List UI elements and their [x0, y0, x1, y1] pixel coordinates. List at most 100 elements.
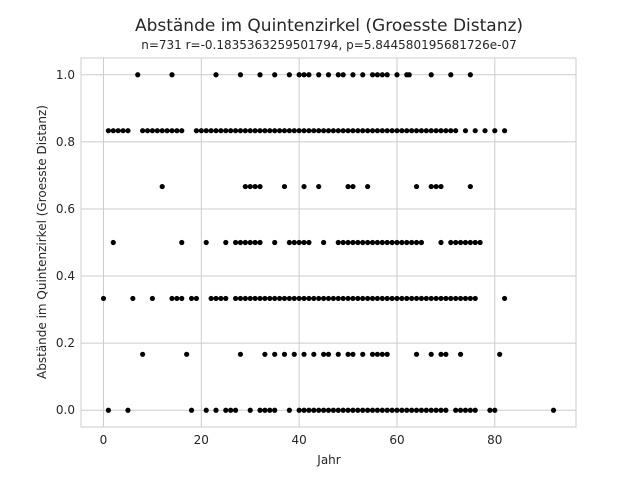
data-point: [345, 295, 351, 302]
data-point: [453, 407, 459, 413]
data-point: [350, 295, 356, 302]
data-point: [325, 295, 332, 302]
data-point: [369, 128, 376, 134]
data-point: [369, 72, 376, 78]
data-point: [276, 295, 283, 302]
data-points: [100, 72, 557, 413]
data-point: [296, 295, 302, 302]
data-point: [462, 407, 469, 413]
data-point: [335, 295, 341, 302]
data-point: [321, 128, 327, 134]
data-point: [384, 407, 390, 413]
data-point: [164, 128, 170, 134]
data-point: [174, 128, 180, 134]
data-point: [267, 295, 273, 302]
data-point: [242, 295, 248, 302]
data-point: [428, 407, 434, 413]
data-point: [272, 407, 278, 413]
x-tick-label: 80: [487, 433, 502, 447]
data-point: [291, 295, 297, 302]
data-point: [325, 351, 332, 357]
data-point: [301, 407, 307, 413]
data-point: [413, 239, 420, 246]
data-point: [237, 295, 244, 302]
data-point: [193, 128, 200, 134]
data-point: [237, 128, 244, 134]
data-point: [350, 239, 356, 246]
data-point: [374, 72, 381, 78]
data-point: [267, 128, 273, 134]
data-point: [492, 128, 498, 134]
data-point: [487, 407, 493, 413]
y-tick-label: 0.6: [56, 202, 75, 216]
data-point: [492, 407, 498, 413]
data-point: [110, 128, 116, 134]
data-point: [360, 351, 366, 357]
data-point: [404, 407, 410, 413]
data-point: [105, 407, 111, 413]
data-point: [345, 183, 351, 190]
x-tick-label: 40: [292, 433, 307, 447]
data-point: [477, 239, 483, 246]
data-point: [340, 72, 346, 78]
data-point: [262, 407, 268, 413]
data-point: [550, 407, 557, 413]
data-point: [345, 128, 351, 134]
data-point: [374, 407, 381, 413]
data-point: [115, 128, 121, 134]
data-point: [428, 351, 434, 357]
data-point: [443, 295, 449, 302]
data-point: [301, 183, 307, 190]
data-point: [140, 128, 146, 134]
data-point: [472, 128, 478, 134]
data-point: [291, 239, 297, 246]
data-point: [467, 407, 473, 413]
data-point: [213, 407, 219, 413]
data-point: [247, 295, 253, 302]
data-point: [374, 295, 381, 302]
data-point: [237, 351, 244, 357]
data-point: [213, 128, 219, 134]
data-point: [394, 295, 400, 302]
data-point: [379, 128, 385, 134]
data-point: [384, 72, 390, 78]
data-point: [379, 72, 385, 78]
data-point: [232, 128, 239, 134]
data-point: [389, 407, 395, 413]
data-point: [428, 295, 434, 302]
data-point: [467, 183, 473, 190]
data-point: [306, 407, 312, 413]
data-point: [497, 351, 503, 357]
data-point: [321, 239, 327, 246]
data-point: [306, 295, 312, 302]
data-point: [262, 351, 268, 357]
data-point: [350, 128, 356, 134]
data-point: [394, 239, 400, 246]
data-point: [428, 183, 434, 190]
data-point: [350, 407, 356, 413]
data-point: [413, 128, 420, 134]
data-point: [272, 295, 278, 302]
data-point: [413, 351, 420, 357]
data-point: [149, 295, 156, 302]
data-point: [301, 128, 307, 134]
data-point: [379, 351, 385, 357]
data-point: [428, 128, 434, 134]
data-point: [198, 128, 204, 134]
data-point: [355, 239, 361, 246]
data-point: [448, 128, 454, 134]
data-point: [296, 239, 302, 246]
data-point: [418, 128, 425, 134]
data-point: [350, 351, 356, 357]
data-point: [462, 295, 469, 302]
data-point: [389, 128, 395, 134]
data-point: [306, 239, 312, 246]
data-point: [467, 239, 473, 246]
data-point: [188, 407, 195, 413]
data-point: [301, 239, 307, 246]
x-axis-label: Jahr: [316, 453, 340, 467]
data-point: [257, 183, 263, 190]
data-point: [428, 72, 434, 78]
y-tick-label: 0.2: [56, 336, 75, 350]
data-point: [272, 351, 278, 357]
